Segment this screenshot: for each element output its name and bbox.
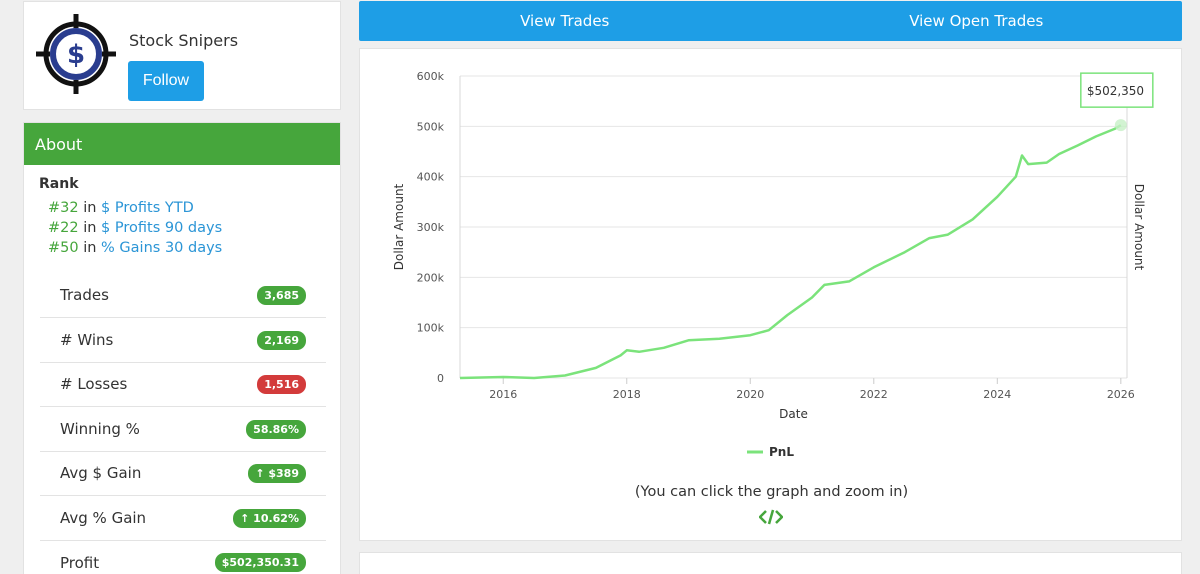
- pnl-chart[interactable]: 0 100k 200k 300k 400k 500k 600k 2016 2018 2020 20…: [360, 49, 1183, 479]
- trades-nav-bar: View Trades View Open Trades: [359, 1, 1182, 41]
- stat-row-avg-pct-gain: Avg % Gain ↑ 10.62%: [40, 496, 326, 541]
- stat-row-losses: # Losses 1,516: [40, 362, 326, 407]
- rank-item: #32 in $ Profits YTD: [48, 198, 222, 218]
- y-tick-label: 400k: [417, 171, 445, 184]
- y-axis-label-left: Dollar Amount: [392, 183, 406, 270]
- svg-text:$: $: [67, 40, 85, 70]
- stat-badge: ↑ $389: [248, 463, 306, 483]
- stat-label: # Wins: [60, 331, 114, 349]
- x-tick-label: 2022: [860, 388, 888, 401]
- stat-row-winning-pct: Winning % 58.86%: [40, 407, 326, 452]
- bottom-panel: [359, 552, 1182, 574]
- rank-number: #32: [48, 200, 79, 216]
- x-tick-label: 2026: [1107, 388, 1135, 401]
- y-tick-label: 300k: [417, 221, 445, 234]
- rank-in: in: [83, 220, 97, 236]
- rank-list: #32 in $ Profits YTD #22 in $ Profits 90…: [48, 198, 222, 258]
- profile-name: Stock Snipers: [129, 31, 239, 50]
- stat-badge: 2,169: [257, 330, 306, 350]
- y-tick-label: 500k: [417, 120, 445, 133]
- y-tick-label: 100k: [417, 322, 445, 335]
- stat-row-profit: Profit $502,350.31: [40, 540, 326, 574]
- stat-label: Avg % Gain: [60, 509, 147, 527]
- rank-item: #50 in % Gains 30 days: [48, 238, 222, 258]
- view-open-trades-button[interactable]: View Open Trades: [909, 12, 1044, 30]
- stat-badge: ↑ 10.62%: [233, 508, 306, 528]
- rank-number: #50: [48, 240, 79, 256]
- y-axis-label-right: Dollar Amount: [1132, 184, 1146, 271]
- stat-label: Profit: [60, 553, 100, 572]
- rank-link-profits-ytd[interactable]: $ Profits YTD: [101, 200, 194, 216]
- rank-number: #22: [48, 220, 79, 236]
- stat-badge: 58.86%: [246, 419, 306, 439]
- rank-title: Rank: [39, 176, 79, 192]
- stat-label: Winning %: [60, 420, 140, 438]
- x-axis-label: Date: [779, 407, 808, 421]
- pnl-tooltip: $502,350: [1080, 72, 1154, 108]
- rank-item: #22 in $ Profits 90 days: [48, 218, 222, 238]
- stat-label: Trades: [60, 286, 109, 304]
- pnl-series-line: [459, 124, 1122, 380]
- stat-badge: 1,516: [257, 374, 306, 394]
- pnl-chart-panel: 0 100k 200k 300k 400k 500k 600k 2016 2018 2020 20…: [359, 48, 1182, 541]
- follow-button[interactable]: Follow: [128, 61, 204, 101]
- y-tick-label: 600k: [417, 70, 445, 83]
- logo-dollar-crosshair-icon: $: [36, 14, 116, 94]
- embed-code-icon[interactable]: [759, 509, 783, 525]
- x-tick-label: 2024: [983, 388, 1011, 401]
- pnl-hover-marker: [1114, 119, 1127, 132]
- tooltip-value: $502,350: [1087, 84, 1144, 98]
- y-tick-label: 200k: [417, 271, 445, 284]
- y-tick-label: 0: [437, 372, 444, 385]
- zoom-hint: (You can click the graph and zoom in): [634, 484, 909, 500]
- stat-badge: $502,350.31: [214, 553, 306, 572]
- stat-row-avg-dollar-gain: Avg $ Gain ↑ $389: [40, 451, 326, 496]
- rank-link-profits-90-days[interactable]: $ Profits 90 days: [101, 220, 223, 236]
- profile-card: $ Stock Snipers Follow: [23, 1, 341, 110]
- stat-row-wins: # Wins 2,169: [40, 318, 326, 363]
- rank-in: in: [83, 200, 97, 216]
- rank-in: in: [83, 240, 97, 256]
- x-tick-label: 2016: [489, 388, 517, 401]
- stat-label: # Losses: [60, 375, 128, 393]
- about-panel: About Rank #32 in $ Profits YTD #22 in $…: [23, 122, 341, 574]
- view-trades-button[interactable]: View Trades: [520, 12, 610, 30]
- rank-link-gains-30-days[interactable]: % Gains 30 days: [101, 240, 223, 256]
- x-tick-label: 2018: [613, 388, 641, 401]
- stat-row-trades: Trades 3,685: [40, 273, 326, 318]
- x-tick-label: 2020: [736, 388, 764, 401]
- about-header: About: [24, 123, 340, 165]
- stat-label: Avg $ Gain: [60, 464, 142, 482]
- stat-badge: 3,685: [257, 285, 306, 305]
- legend-pnl-label[interactable]: PnL: [769, 445, 794, 459]
